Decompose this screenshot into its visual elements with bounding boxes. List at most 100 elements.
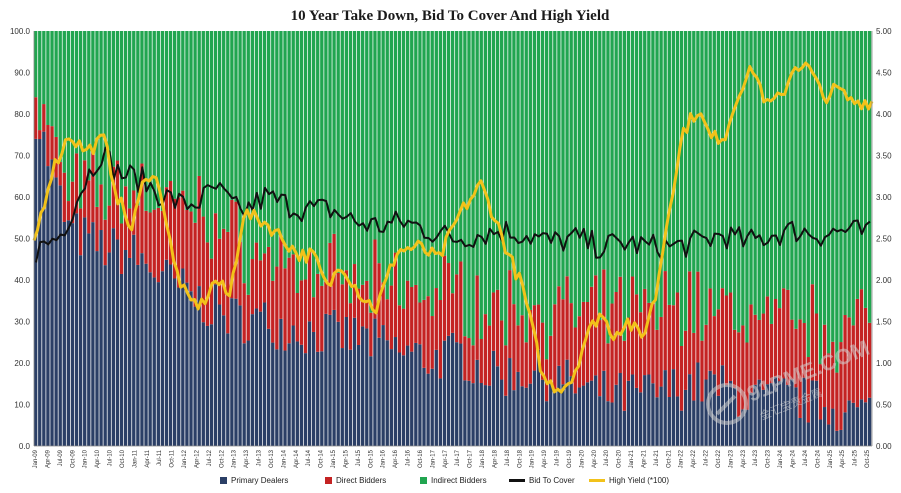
bar-direct-bidders — [835, 372, 839, 431]
bar-primary-dealers — [418, 344, 422, 446]
bar-indirect-bidders — [381, 31, 385, 283]
x-axis-tick-label: Jan-13 — [232, 449, 238, 468]
legend-swatch — [325, 477, 332, 484]
x-axis-tick-label: Jan-24 — [778, 449, 784, 468]
bar-indirect-bidders — [70, 31, 75, 182]
bar-indirect-bidders — [704, 31, 708, 325]
bar-direct-bidders — [696, 271, 700, 363]
x-axis-tick-label: Apr-14 — [294, 449, 300, 468]
bar-direct-bidders — [487, 325, 492, 386]
bar-primary-dealers — [549, 381, 553, 446]
bar-direct-bidders — [144, 210, 148, 264]
bar-direct-bidders — [136, 205, 140, 265]
bar-direct-bidders — [344, 270, 349, 317]
bar-indirect-bidders — [683, 31, 688, 331]
bar-primary-dealers — [168, 264, 173, 446]
bar-direct-bidders — [111, 166, 116, 229]
bar-indirect-bidders — [822, 31, 827, 325]
bar-direct-bidders — [549, 335, 553, 382]
bar-primary-dealers — [647, 374, 651, 446]
bar-direct-bidders — [361, 284, 365, 327]
bar-primary-dealers — [299, 344, 304, 446]
bar-primary-dealers — [577, 387, 582, 446]
bar-primary-dealers — [401, 355, 406, 446]
bar-direct-bidders — [385, 299, 389, 341]
bar-direct-bidders — [291, 254, 295, 326]
bar-direct-bidders — [500, 320, 504, 380]
bar-primary-dealers — [164, 259, 169, 446]
bar-direct-bidders — [639, 312, 643, 393]
bar-primary-dealers — [753, 384, 757, 446]
bar-indirect-bidders — [847, 31, 851, 318]
bar-primary-dealers — [34, 138, 38, 446]
bar-indirect-bidders — [700, 31, 704, 341]
bar-primary-dealers — [250, 314, 254, 446]
bar-indirect-bidders — [316, 31, 320, 274]
bar-direct-bidders — [504, 345, 508, 396]
bar-indirect-bidders — [753, 31, 757, 315]
x-axis-tick-label: Jul-20 — [604, 449, 610, 466]
bar-indirect-bidders — [863, 31, 868, 308]
x-axis-tick-label: Jul-09 — [58, 449, 64, 466]
bar-direct-bidders — [831, 341, 835, 409]
x-axis-tick-label: Oct-11 — [170, 449, 176, 467]
bar-primary-dealers — [602, 370, 606, 446]
bar-direct-bidders — [148, 212, 152, 273]
bar-primary-dealers — [704, 379, 708, 446]
bar-direct-bidders — [438, 300, 443, 379]
bar-primary-dealers — [201, 322, 205, 446]
bar-indirect-bidders — [283, 31, 287, 269]
bar-direct-bidders — [189, 211, 193, 292]
bar-direct-bidders — [818, 364, 823, 420]
bar-indirect-bidders — [536, 31, 541, 305]
left-axis-tick-label: 50.0 — [14, 235, 30, 244]
bar-direct-bidders — [679, 346, 684, 411]
x-axis-tick-label: Apr-09 — [45, 449, 51, 468]
bar-primary-dealers — [95, 251, 99, 446]
x-axis-tick-label: Oct-16 — [418, 449, 424, 468]
bar-direct-bidders — [794, 328, 798, 388]
bar-direct-bidders — [242, 283, 246, 344]
bar-direct-bidders — [226, 231, 230, 334]
x-axis-tick-label: Jul-23 — [753, 449, 759, 466]
bar-primary-dealers — [581, 385, 586, 446]
bar-direct-bidders — [688, 271, 692, 375]
bar-primary-dealers — [773, 376, 778, 446]
bar-direct-bidders — [450, 293, 455, 333]
bar-primary-dealers — [62, 221, 66, 446]
bar-primary-dealers — [87, 233, 91, 446]
bar-primary-dealers — [115, 239, 120, 446]
bar-primary-dealers — [630, 374, 635, 446]
bar-primary-dealers — [111, 228, 116, 446]
bar-primary-dealers — [700, 401, 704, 446]
bar-indirect-bidders — [855, 31, 859, 299]
bar-direct-bidders — [213, 213, 218, 285]
bar-primary-dealers — [128, 257, 132, 446]
bar-primary-dealers — [733, 387, 737, 446]
bar-indirect-bidders — [688, 31, 692, 272]
bar-direct-bidders — [140, 163, 144, 254]
bar-primary-dealers — [839, 429, 843, 446]
bar-direct-bidders — [283, 268, 287, 351]
bar-indirect-bidders — [414, 31, 418, 285]
bar-indirect-bidders — [540, 31, 545, 323]
bar-indirect-bidders — [782, 31, 786, 289]
x-axis-tick-label: Jul-17 — [455, 449, 461, 466]
right-axis-tick-label: 2.00 — [876, 276, 892, 285]
bar-indirect-bidders — [626, 31, 631, 318]
bar-direct-bidders — [58, 161, 62, 186]
bar-direct-bidders — [205, 242, 210, 326]
bar-primary-dealers — [217, 304, 222, 446]
bar-direct-bidders — [569, 303, 573, 377]
plot-area — [32, 31, 874, 446]
bar-primary-dealers — [66, 220, 71, 446]
bar-primary-dealers — [136, 264, 140, 446]
bar-indirect-bidders — [324, 31, 328, 282]
bar-primary-dealers — [74, 213, 79, 446]
bar-indirect-bidders — [798, 31, 802, 320]
x-axis-tick-label: Apr-13 — [244, 449, 250, 468]
bar-indirect-bidders — [745, 31, 749, 343]
bar-indirect-bidders — [565, 31, 569, 277]
bar-primary-dealers — [504, 395, 508, 446]
bar-primary-dealers — [585, 382, 590, 446]
